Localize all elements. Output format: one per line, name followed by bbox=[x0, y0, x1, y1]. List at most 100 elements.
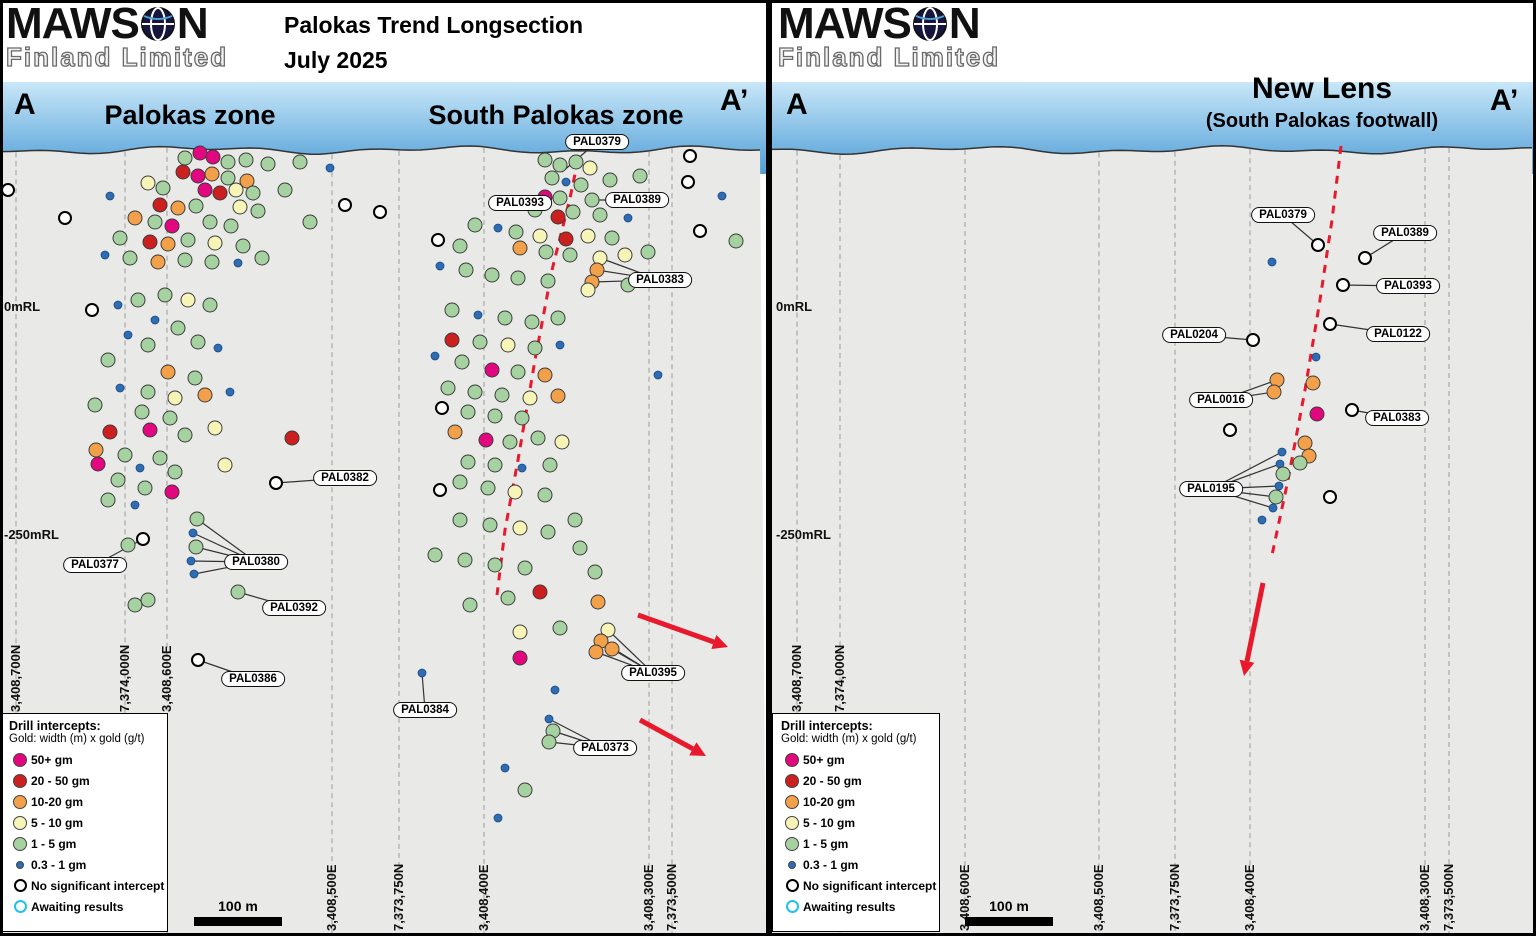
drill-intercept-dot bbox=[417, 668, 427, 678]
drill-intercept-dot bbox=[590, 594, 606, 610]
longsection-graphic-left: 3,408,700N 7,374,000N 3,408,600E 3,408,500E… bbox=[0, 82, 766, 936]
scale-bar: 100 m bbox=[965, 898, 1053, 926]
legend-item: 0.3 - 1 gm bbox=[9, 854, 167, 875]
drill-intercept-dot bbox=[160, 236, 176, 252]
drill-intercept-dot bbox=[582, 160, 598, 176]
logo-text-post: N bbox=[176, 0, 209, 48]
elevation-label: 0mRL bbox=[4, 299, 40, 314]
drill-intercept-dot bbox=[558, 231, 574, 247]
mawson-logo: MAWS N Finland Limited bbox=[5, 0, 229, 72]
drill-intercept-dot bbox=[325, 163, 335, 173]
drill-intercept-dot bbox=[573, 177, 589, 193]
legend-item: Awaiting results bbox=[781, 896, 939, 917]
drill-intercept-dot bbox=[120, 537, 136, 553]
panel-palokas-trend: 3,408,700N 7,374,000N 3,408,600E 3,408,500E… bbox=[0, 0, 766, 936]
zone-label-south-palokas: South Palokas zone bbox=[428, 100, 684, 130]
drill-intercept-dot bbox=[1277, 447, 1287, 457]
drill-intercept-dot bbox=[600, 622, 616, 638]
plunge-arrow bbox=[638, 717, 695, 752]
drill-intercept-dot bbox=[155, 180, 171, 196]
drill-intercept-dot bbox=[250, 203, 266, 219]
drill-intercept-dot bbox=[58, 211, 72, 225]
drill-intercept-dot bbox=[447, 424, 463, 440]
drill-intercept-dot bbox=[134, 404, 150, 420]
drill-intercept-dot bbox=[127, 597, 143, 613]
drill-intercept-dot bbox=[177, 252, 193, 268]
logo-subtitle: Finland Limited bbox=[5, 42, 229, 72]
drill-hole-label: PAL0393 bbox=[488, 195, 552, 211]
drill-intercept-dot bbox=[160, 364, 176, 380]
drill-intercept-dot bbox=[444, 302, 460, 318]
longsection-graphic-right: 3,408,700N 7,374,000N 3,408,600E 3,408,500E… bbox=[772, 82, 1536, 936]
ground-section bbox=[772, 145, 1536, 936]
drill-intercept-dot bbox=[537, 367, 553, 383]
drill-intercept-dot bbox=[177, 150, 193, 166]
drill-intercept-dot bbox=[500, 590, 516, 606]
coordinate-label: 7,374,000N bbox=[117, 645, 132, 712]
drill-intercept-dot bbox=[204, 166, 220, 182]
drill-intercept-dot bbox=[502, 434, 518, 450]
coordinate-label: 3,408,600E bbox=[957, 864, 972, 931]
legend-swatch-cell bbox=[781, 815, 803, 830]
drill-intercept-dot bbox=[580, 282, 596, 298]
drill-intercept-dot bbox=[100, 492, 116, 508]
drill-intercept-dot bbox=[512, 240, 528, 256]
drill-hole-label: PAL0377 bbox=[63, 557, 127, 573]
drill-intercept-dot bbox=[188, 539, 204, 555]
legend-item-label: 0.3 - 1 gm bbox=[803, 857, 859, 872]
drill-intercept-dot bbox=[527, 340, 543, 356]
drill-intercept-dot bbox=[552, 620, 568, 636]
drill-intercept-dot bbox=[508, 224, 524, 240]
drill-intercept-dot bbox=[1257, 515, 1267, 525]
drill-hole-label: PAL0380 bbox=[224, 554, 288, 570]
drill-intercept-dot bbox=[292, 154, 308, 170]
drill-intercept-dot bbox=[189, 511, 205, 527]
drill-hole-label: PAL0379 bbox=[1251, 207, 1315, 223]
drill-intercept-dot bbox=[480, 480, 496, 496]
logo-text-post: N bbox=[948, 0, 981, 48]
drill-intercept-dot bbox=[207, 235, 223, 251]
figure-title-line2: July 2025 bbox=[284, 46, 388, 73]
drill-intercept-dot bbox=[617, 247, 633, 263]
section-marker-a: A bbox=[14, 88, 36, 121]
drill-intercept-dot bbox=[517, 463, 527, 473]
zone-subtitle-new-lens: (South Palokas footwall) bbox=[1205, 110, 1439, 132]
drill-intercept-dot bbox=[565, 204, 581, 220]
drill-hole-label: PAL0379 bbox=[565, 134, 629, 150]
legend-item-label: 1 - 5 gm bbox=[31, 836, 77, 851]
drill-intercept-dot bbox=[584, 192, 600, 208]
legend-swatch-cell bbox=[9, 860, 31, 869]
1-5-swatch-icon bbox=[785, 836, 799, 851]
drill-intercept-dot bbox=[457, 552, 473, 568]
1-5-swatch-icon bbox=[13, 836, 27, 851]
drill-intercept-dot bbox=[532, 584, 548, 600]
drill-intercept-dot bbox=[1268, 489, 1284, 505]
drill-intercept-dot bbox=[497, 310, 513, 326]
drill-intercept-dot bbox=[530, 430, 546, 446]
20-50-swatch-icon bbox=[785, 773, 799, 788]
20-50-swatch-icon bbox=[13, 773, 27, 788]
drill-intercept-dot bbox=[217, 457, 233, 473]
drill-intercept-dot bbox=[1311, 352, 1321, 362]
drill-hole-label: PAL0195 bbox=[1179, 481, 1243, 497]
coordinate-label: 7,373,500N bbox=[1441, 864, 1456, 931]
legend-item: 0.3 - 1 gm bbox=[781, 854, 939, 875]
50+-swatch-icon bbox=[785, 752, 799, 767]
drill-intercept-dot bbox=[1267, 257, 1277, 267]
drill-intercept-dot bbox=[269, 476, 283, 490]
drill-intercept-dot bbox=[220, 170, 236, 186]
drill-intercept-dot bbox=[568, 154, 584, 170]
drill-intercept-dot bbox=[592, 207, 608, 223]
drill-intercept-dot bbox=[152, 197, 168, 213]
drill-intercept-dot bbox=[1297, 435, 1313, 451]
legend-swatch-cell bbox=[9, 836, 31, 851]
drill-intercept-dot bbox=[177, 427, 193, 443]
drill-intercept-dot bbox=[604, 230, 620, 246]
drill-intercept-dot bbox=[197, 182, 213, 198]
legend-subtitle: Gold: width (m) x gold (g/t) bbox=[9, 733, 145, 745]
drill-intercept-dot bbox=[550, 685, 560, 695]
legend-swatch-cell bbox=[9, 773, 31, 788]
section-marker-a: A bbox=[786, 88, 808, 121]
drill-intercept-dot bbox=[245, 185, 261, 201]
